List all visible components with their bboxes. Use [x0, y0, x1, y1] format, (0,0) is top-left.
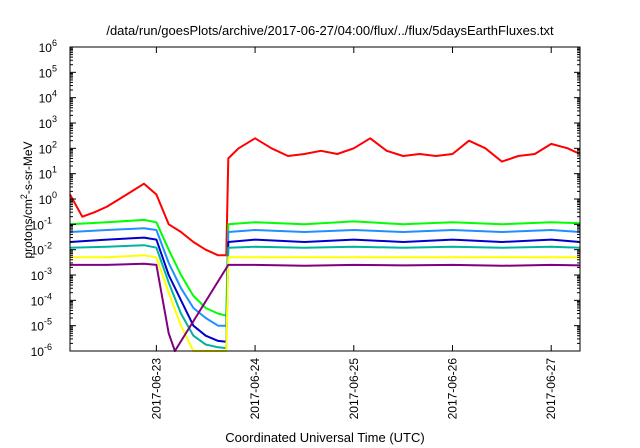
y-tick-label-exp: -5	[44, 317, 52, 327]
x-tick-label: 2017-06-23	[149, 358, 163, 420]
x-axis-label: Coordinated Universal Time (UTC)	[225, 430, 424, 445]
y-tick-label-base: 10	[31, 218, 45, 232]
plot-frame	[69, 46, 581, 352]
series-line-2	[69, 218, 581, 317]
x-tick-label: 2017-06-24	[248, 358, 262, 420]
y-tick-label: 10-2	[31, 241, 52, 258]
y-tick-label-exp: -3	[44, 266, 52, 276]
y-tick-label: 102	[39, 139, 57, 156]
y-tick-label: 104	[39, 89, 57, 106]
y-tick-label: 103	[39, 114, 57, 131]
x-tick-label: 2017-06-27	[544, 358, 558, 420]
y-tick-label-base: 10	[39, 92, 53, 106]
y-tick-label-base: 10	[31, 244, 45, 258]
y-tick-label-exp: 3	[52, 114, 57, 124]
y-axis-label: protons/cm2-s-sr-MeV	[19, 141, 35, 258]
y-tick-label: 106	[39, 38, 57, 55]
y-tick-label-exp: 2	[52, 139, 57, 149]
y-tick-label-base: 10	[39, 66, 53, 80]
series-line-6	[70, 254, 580, 352]
y-tick-label-base: 10	[39, 142, 53, 156]
chart-title: /data/run/goesPlots/archive/2017-06-27/0…	[106, 23, 554, 38]
y-tick-label: 101	[39, 165, 57, 182]
y-tick-label: 10-3	[31, 266, 52, 283]
series-line-5	[69, 244, 581, 350]
y-tick-label-base: 10	[39, 41, 53, 55]
y-tick-label: 105	[39, 63, 57, 80]
x-tick-label: 2017-06-26	[446, 358, 460, 420]
y-tick-label: 10-4	[31, 291, 52, 308]
series-line-1	[69, 137, 581, 257]
y-tick-label-exp: -6	[44, 342, 52, 352]
y-tick-label-exp: -2	[44, 241, 52, 251]
y-axis-label-post: -s-sr-MeV	[21, 141, 35, 194]
y-tick-label-base: 10	[31, 320, 45, 334]
y-tick-label: 10-1	[31, 215, 52, 232]
y-tick-label: 100	[39, 190, 57, 207]
y-axis-label-pre: protons/cm	[21, 199, 35, 258]
y-tick-label-exp: -4	[44, 291, 52, 301]
y-tick-label-base: 10	[31, 345, 45, 359]
y-tick-label-exp: 4	[52, 89, 57, 99]
y-tick-label-base: 10	[31, 294, 45, 308]
y-axis-label-sup: 2	[19, 194, 29, 199]
x-axis: 2017-06-23 2017-06-24 2017-06-25 2017-06-26…	[149, 47, 558, 419]
y-tick-label-base: 10	[39, 193, 53, 207]
y-tick-label-base: 10	[31, 269, 45, 283]
y-tick-label-exp: 1	[52, 165, 57, 175]
y-tick-label-base: 10	[39, 168, 53, 182]
y-tick-label: 10-5	[31, 317, 52, 334]
y-tick-label-exp: 0	[52, 190, 57, 200]
y-tick-label-exp: 6	[52, 38, 57, 48]
x-tick-label: 2017-06-25	[347, 358, 361, 420]
y-axis: 10610510410310210110010-110-210-310-410-…	[31, 38, 580, 359]
series-line-7	[70, 262, 581, 352]
series-line-4	[69, 236, 581, 343]
y-tick-label-exp: 5	[52, 63, 57, 73]
y-tick-label-base: 10	[39, 117, 53, 131]
y-tick-label-exp: -1	[44, 215, 52, 225]
series-layer	[69, 137, 581, 352]
y-tick-label: 10-6	[31, 342, 52, 359]
